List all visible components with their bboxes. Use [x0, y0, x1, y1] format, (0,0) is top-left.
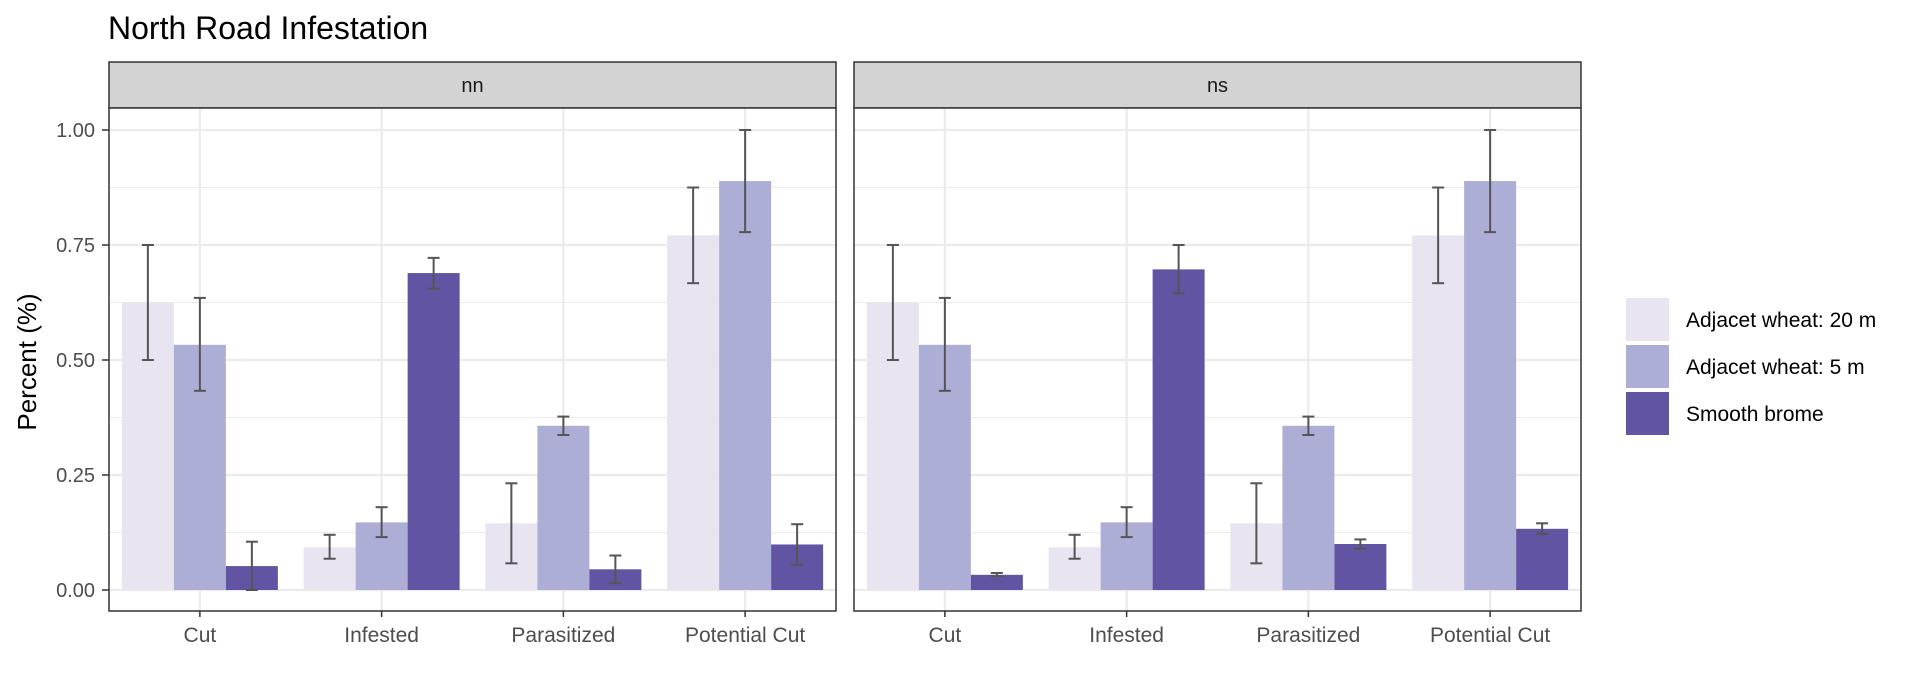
- bar: [1412, 235, 1465, 590]
- y-axis: 0.00 0.25 0.50 0.75 1.00: [56, 120, 109, 602]
- legend-swatch: [1626, 392, 1669, 435]
- legend-label: Smooth brome: [1686, 403, 1824, 426]
- bar: [970, 574, 1023, 590]
- error-bar: [1354, 538, 1367, 550]
- error-bar: [990, 571, 1003, 578]
- bar: [407, 273, 460, 590]
- error-bar: [739, 129, 752, 234]
- error-bar: [1484, 129, 1497, 234]
- x-tick-label: Infested: [1089, 624, 1164, 647]
- x-tick-label: Parasitized: [1256, 624, 1360, 647]
- bar: [1334, 544, 1387, 590]
- error-bar: [505, 482, 518, 565]
- error-bar: [323, 533, 336, 560]
- error-bar: [141, 244, 154, 361]
- x-tick-label: Infested: [344, 624, 419, 647]
- y-tick-label: 0.25: [56, 465, 95, 487]
- x-tick-label: Potential Cut: [1430, 624, 1550, 647]
- error-bar: [375, 506, 388, 539]
- error-bar: [1432, 186, 1445, 285]
- facet-panels: nn Cut Infested Parasitized Potential Cut ns C…: [108, 61, 1582, 647]
- error-bar: [193, 296, 206, 392]
- x-tick-label: Cut: [184, 624, 217, 647]
- x-tick-label: Cut: [929, 624, 962, 647]
- bar: [1464, 181, 1517, 590]
- legend: Adjacet wheat: 20 m Adjacet wheat: 5 m Smo…: [1626, 298, 1876, 435]
- error-bar: [245, 540, 258, 591]
- error-bar: [1068, 533, 1081, 560]
- chart-title: North Road Infestation: [108, 10, 428, 46]
- error-bar: [1536, 522, 1549, 535]
- legend-swatch: [1626, 345, 1669, 388]
- error-bar: [791, 523, 804, 566]
- error-bar: [886, 244, 899, 361]
- bar: [1152, 269, 1205, 590]
- x-tick-label: Parasitized: [511, 624, 615, 647]
- legend-item: Adjacet wheat: 5 m: [1626, 345, 1865, 388]
- facet-panel-nn: nn Cut Infested Parasitized Potential Cut: [108, 61, 837, 647]
- y-tick-label: 1.00: [56, 120, 95, 142]
- facet-strip-ns: [853, 61, 1582, 109]
- error-bar: [1120, 506, 1133, 539]
- y-tick-label: 0.00: [56, 580, 95, 602]
- facet-strip-label: nn: [461, 75, 483, 97]
- y-tick-label: 0.50: [56, 350, 95, 372]
- y-axis-label: Percent (%): [12, 293, 42, 430]
- facet-panel-ns: ns Cut Infested Parasitized Potential Cut: [853, 61, 1582, 647]
- bar: [1516, 528, 1569, 590]
- bar: [1282, 425, 1335, 590]
- error-bar: [938, 296, 951, 392]
- bar: [719, 181, 772, 590]
- bar: [667, 235, 720, 590]
- legend-swatch: [1626, 298, 1669, 341]
- legend-label: Adjacet wheat: 20 m: [1686, 309, 1876, 332]
- error-bar: [1172, 244, 1185, 295]
- error-bar: [687, 186, 700, 285]
- bar: [537, 425, 590, 590]
- error-bar: [609, 554, 622, 585]
- error-bar: [1302, 415, 1315, 436]
- error-bar: [1250, 482, 1263, 565]
- error-bar: [427, 256, 440, 290]
- legend-item: Adjacet wheat: 20 m: [1626, 298, 1876, 341]
- legend-item: Smooth brome: [1626, 392, 1824, 435]
- x-tick-label: Potential Cut: [685, 624, 805, 647]
- facet-strip-nn: [108, 61, 837, 109]
- panel-border: [853, 107, 1582, 612]
- y-tick-label: 0.75: [56, 235, 95, 257]
- error-bar: [557, 415, 570, 436]
- legend-label: Adjacet wheat: 5 m: [1686, 356, 1865, 379]
- facet-strip-label: ns: [1207, 75, 1228, 97]
